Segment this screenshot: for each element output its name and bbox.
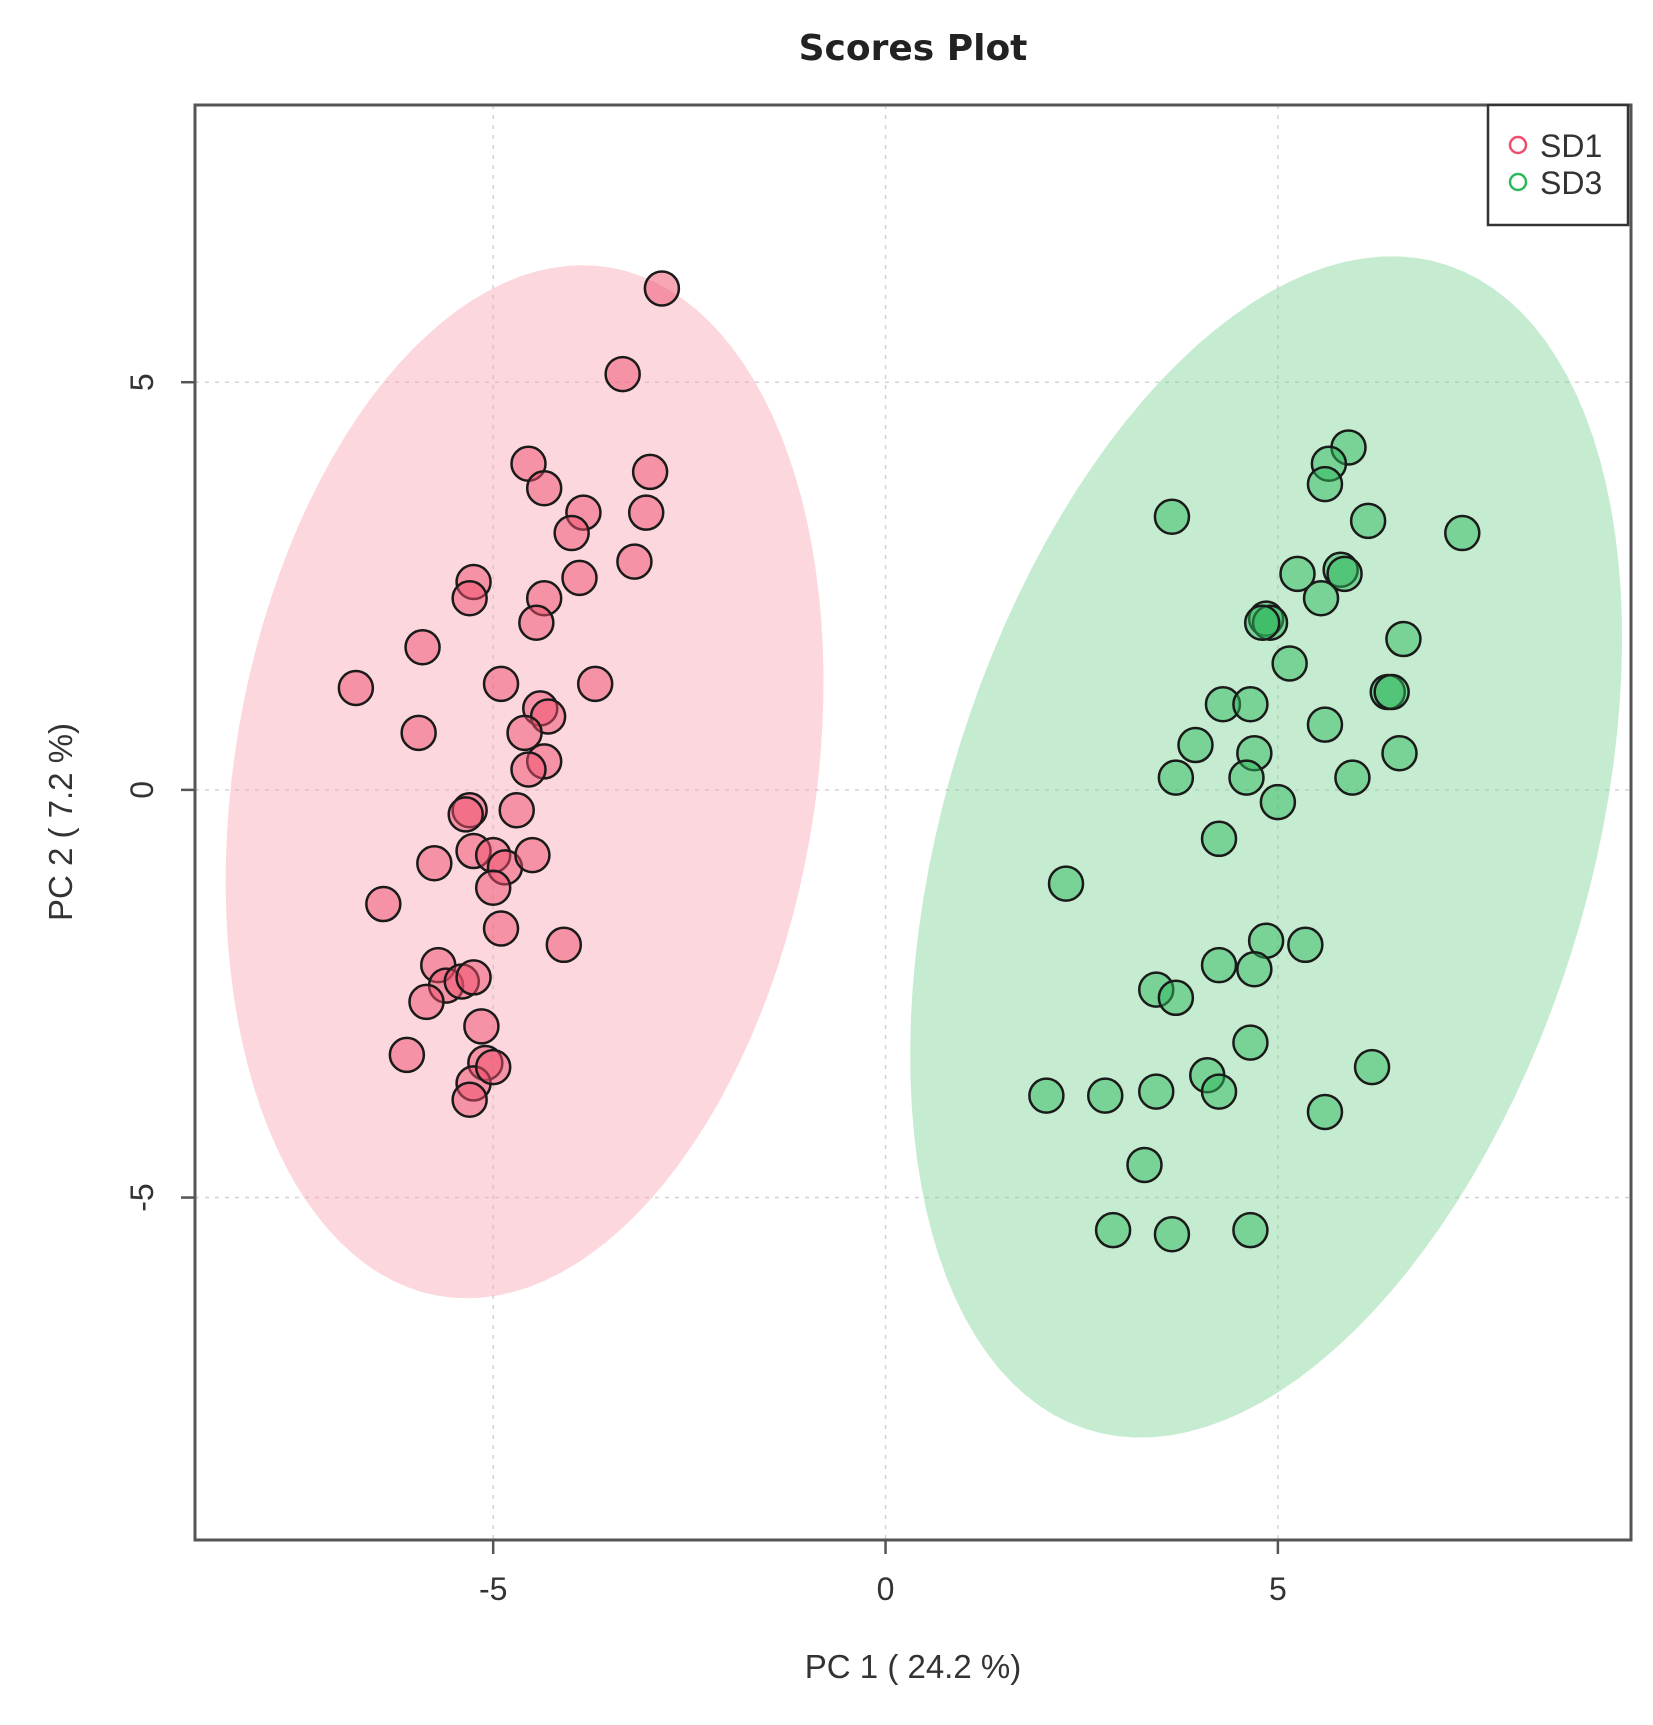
score-point-sd3: [1334, 759, 1371, 796]
score-point-sd3: [1302, 580, 1340, 617]
plot-area: -5 0 5 5 0 -5: [124, 103, 1633, 1607]
y-tick-label: 0: [124, 781, 160, 799]
y-axis-label: PC 2 ( 7.2 %): [42, 723, 79, 921]
legend-box: [1486, 103, 1630, 227]
score-point-sd1: [404, 628, 441, 666]
score-point-sd1: [545, 926, 583, 964]
score-point-sd3: [1153, 498, 1191, 535]
score-point-sd1: [408, 983, 445, 1021]
score-point-sd3: [1353, 1048, 1391, 1086]
score-point-sd3: [1444, 514, 1481, 552]
score-point-sd1: [482, 665, 520, 703]
score-point-sd3: [1200, 1073, 1238, 1110]
confidence-ellipse-sd3: [910, 256, 1622, 1438]
score-point-sd3: [1271, 645, 1308, 682]
score-point-sd3: [1232, 686, 1269, 723]
score-point-sd3: [1306, 1093, 1344, 1131]
score-point-sd3: [1200, 820, 1238, 858]
score-point-sd1: [451, 1081, 488, 1118]
score-point-sd3: [1232, 1211, 1269, 1249]
legend-label-sd1: SD1: [1540, 128, 1602, 164]
y-tick-label: -5: [124, 1183, 160, 1211]
legend-marker-sd1: [1508, 135, 1528, 155]
score-point-sd1: [463, 1008, 500, 1045]
score-point-sd1: [474, 869, 512, 906]
score-point-sd3: [1243, 604, 1281, 641]
score-point-sd1: [474, 1048, 512, 1086]
score-point-sd3: [1349, 502, 1387, 540]
score-point-sd1: [455, 959, 492, 996]
score-point-sd3: [1381, 734, 1418, 772]
legend-marker-sd3: [1508, 172, 1528, 192]
score-point-sd3: [1094, 1211, 1132, 1249]
score-point-sd1: [616, 543, 653, 580]
score-point-sd3: [1157, 759, 1195, 796]
score-point-sd3: [1326, 555, 1363, 593]
score-point-sd1: [631, 453, 669, 491]
score-point-sd3: [1177, 726, 1214, 764]
chart-title: Scores Plot: [799, 28, 1028, 69]
score-point-sd1: [604, 355, 641, 393]
score-point-sd1: [643, 270, 681, 307]
score-point-sd3: [1279, 555, 1316, 593]
score-point-sd1: [553, 514, 590, 552]
score-point-sd1: [627, 494, 665, 531]
score-point-sd1: [518, 604, 555, 641]
score-point-sd3: [1373, 673, 1410, 711]
score-point-sd3: [1138, 1073, 1175, 1110]
x-tick-label: 5: [1269, 1571, 1287, 1607]
axis-layer: -5 0 5 5 0 -5: [124, 373, 1287, 1607]
score-point-sd3: [1385, 620, 1422, 658]
score-point-sd3: [1236, 951, 1273, 988]
score-point-sd1: [447, 796, 484, 833]
score-point-sd3: [1200, 946, 1238, 984]
score-point-sd3: [1259, 783, 1297, 821]
score-point-sd3: [1287, 926, 1324, 964]
plot-frame: [193, 103, 1633, 1542]
score-point-sd1: [561, 559, 598, 597]
score-point-sd3: [1028, 1077, 1065, 1114]
score-point-sd3: [1126, 1146, 1163, 1184]
score-point-sd3: [1047, 865, 1085, 902]
score-point-sd1: [400, 714, 437, 752]
score-point-sd1: [514, 836, 551, 874]
x-tick-label: -5: [479, 1571, 507, 1607]
score-point-sd1: [365, 885, 402, 923]
score-point-sd3: [1306, 465, 1344, 503]
y-tick-label: 5: [124, 373, 160, 391]
x-axis-label: PC 1 ( 24.2 %): [805, 1648, 1021, 1685]
x-tick-label: 0: [877, 1571, 895, 1607]
score-point-sd1: [416, 845, 453, 882]
score-point-sd1: [510, 751, 547, 788]
point-layer: [337, 270, 1481, 1253]
score-point-sd1: [482, 910, 520, 947]
score-point-sd1: [498, 792, 535, 829]
legend-label-sd3: SD3: [1540, 165, 1602, 201]
score-point-sd1: [337, 669, 375, 707]
score-point-sd3: [1153, 1215, 1191, 1253]
score-point-sd1: [388, 1036, 426, 1074]
score-point-sd3: [1306, 706, 1344, 743]
score-point-sd3: [1087, 1077, 1124, 1114]
score-point-sd1: [506, 714, 543, 752]
score-point-sd3: [1228, 759, 1265, 796]
score-point-sd1: [525, 469, 563, 507]
score-point-sd1: [451, 580, 488, 617]
score-point-sd3: [1157, 979, 1195, 1017]
score-point-sd1: [576, 665, 614, 703]
score-point-sd3: [1232, 1024, 1269, 1061]
